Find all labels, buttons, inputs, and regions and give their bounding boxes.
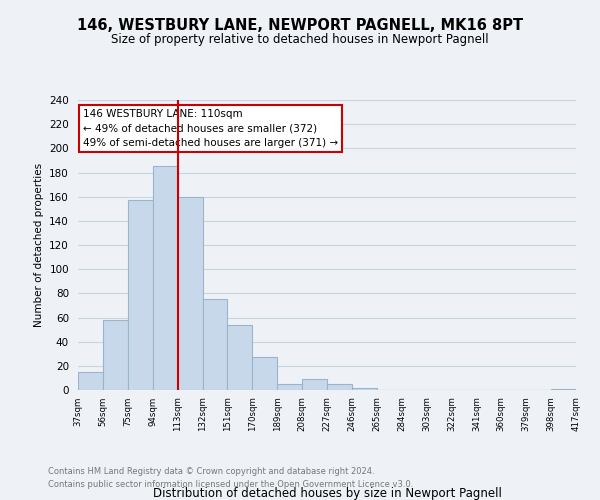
Bar [253,358,277,390]
Bar [203,300,227,390]
Bar [227,325,253,390]
Bar [277,384,302,390]
Bar [178,196,203,390]
Bar [327,384,352,390]
X-axis label: Distribution of detached houses by size in Newport Pagnell: Distribution of detached houses by size … [152,486,502,500]
Bar [128,200,153,390]
Bar [78,372,103,390]
Y-axis label: Number of detached properties: Number of detached properties [34,163,44,327]
Text: Contains HM Land Registry data © Crown copyright and database right 2024.: Contains HM Land Registry data © Crown c… [48,467,374,476]
Bar [153,166,178,390]
Bar [551,389,576,390]
Text: 146 WESTBURY LANE: 110sqm
← 49% of detached houses are smaller (372)
49% of semi: 146 WESTBURY LANE: 110sqm ← 49% of detac… [83,108,338,148]
Text: Size of property relative to detached houses in Newport Pagnell: Size of property relative to detached ho… [111,32,489,46]
Bar [302,379,327,390]
Bar [103,320,128,390]
Text: Contains public sector information licensed under the Open Government Licence v3: Contains public sector information licen… [48,480,413,489]
Bar [352,388,377,390]
Text: 146, WESTBURY LANE, NEWPORT PAGNELL, MK16 8PT: 146, WESTBURY LANE, NEWPORT PAGNELL, MK1… [77,18,523,32]
